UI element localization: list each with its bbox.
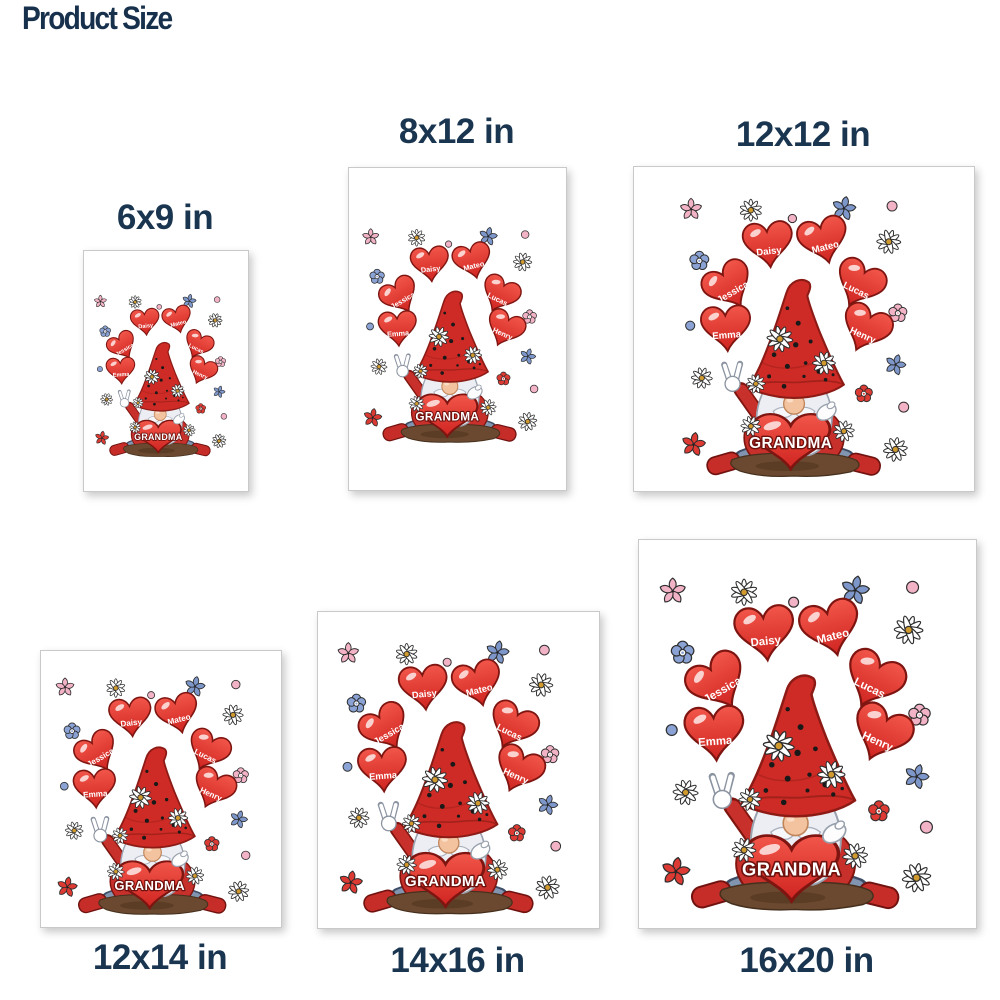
artwork-12x14	[41, 651, 281, 927]
size-label-14x16: 14x16 in	[390, 941, 525, 980]
product-card-12x14	[40, 650, 282, 928]
page-title: Product Size	[22, 0, 173, 36]
artwork-14x16	[318, 612, 599, 928]
product-card-14x16	[317, 611, 600, 929]
size-label-12x12: 12x12 in	[735, 115, 871, 154]
size-label-6x9: 6x9 in	[116, 198, 214, 237]
artwork-8x12	[349, 168, 566, 490]
product-card-8x12	[348, 167, 567, 491]
product-card-6x9	[83, 250, 249, 492]
size-label-12x14: 12x14 in	[92, 938, 228, 977]
artwork-12x12	[634, 167, 974, 491]
size-label-16x20: 16x20 in	[739, 941, 874, 980]
product-card-16x20	[638, 539, 977, 929]
artwork-6x9	[84, 251, 248, 491]
product-card-12x12	[633, 166, 975, 492]
artwork-16x20	[639, 540, 976, 928]
size-label-8x12: 8x12 in	[398, 112, 515, 151]
